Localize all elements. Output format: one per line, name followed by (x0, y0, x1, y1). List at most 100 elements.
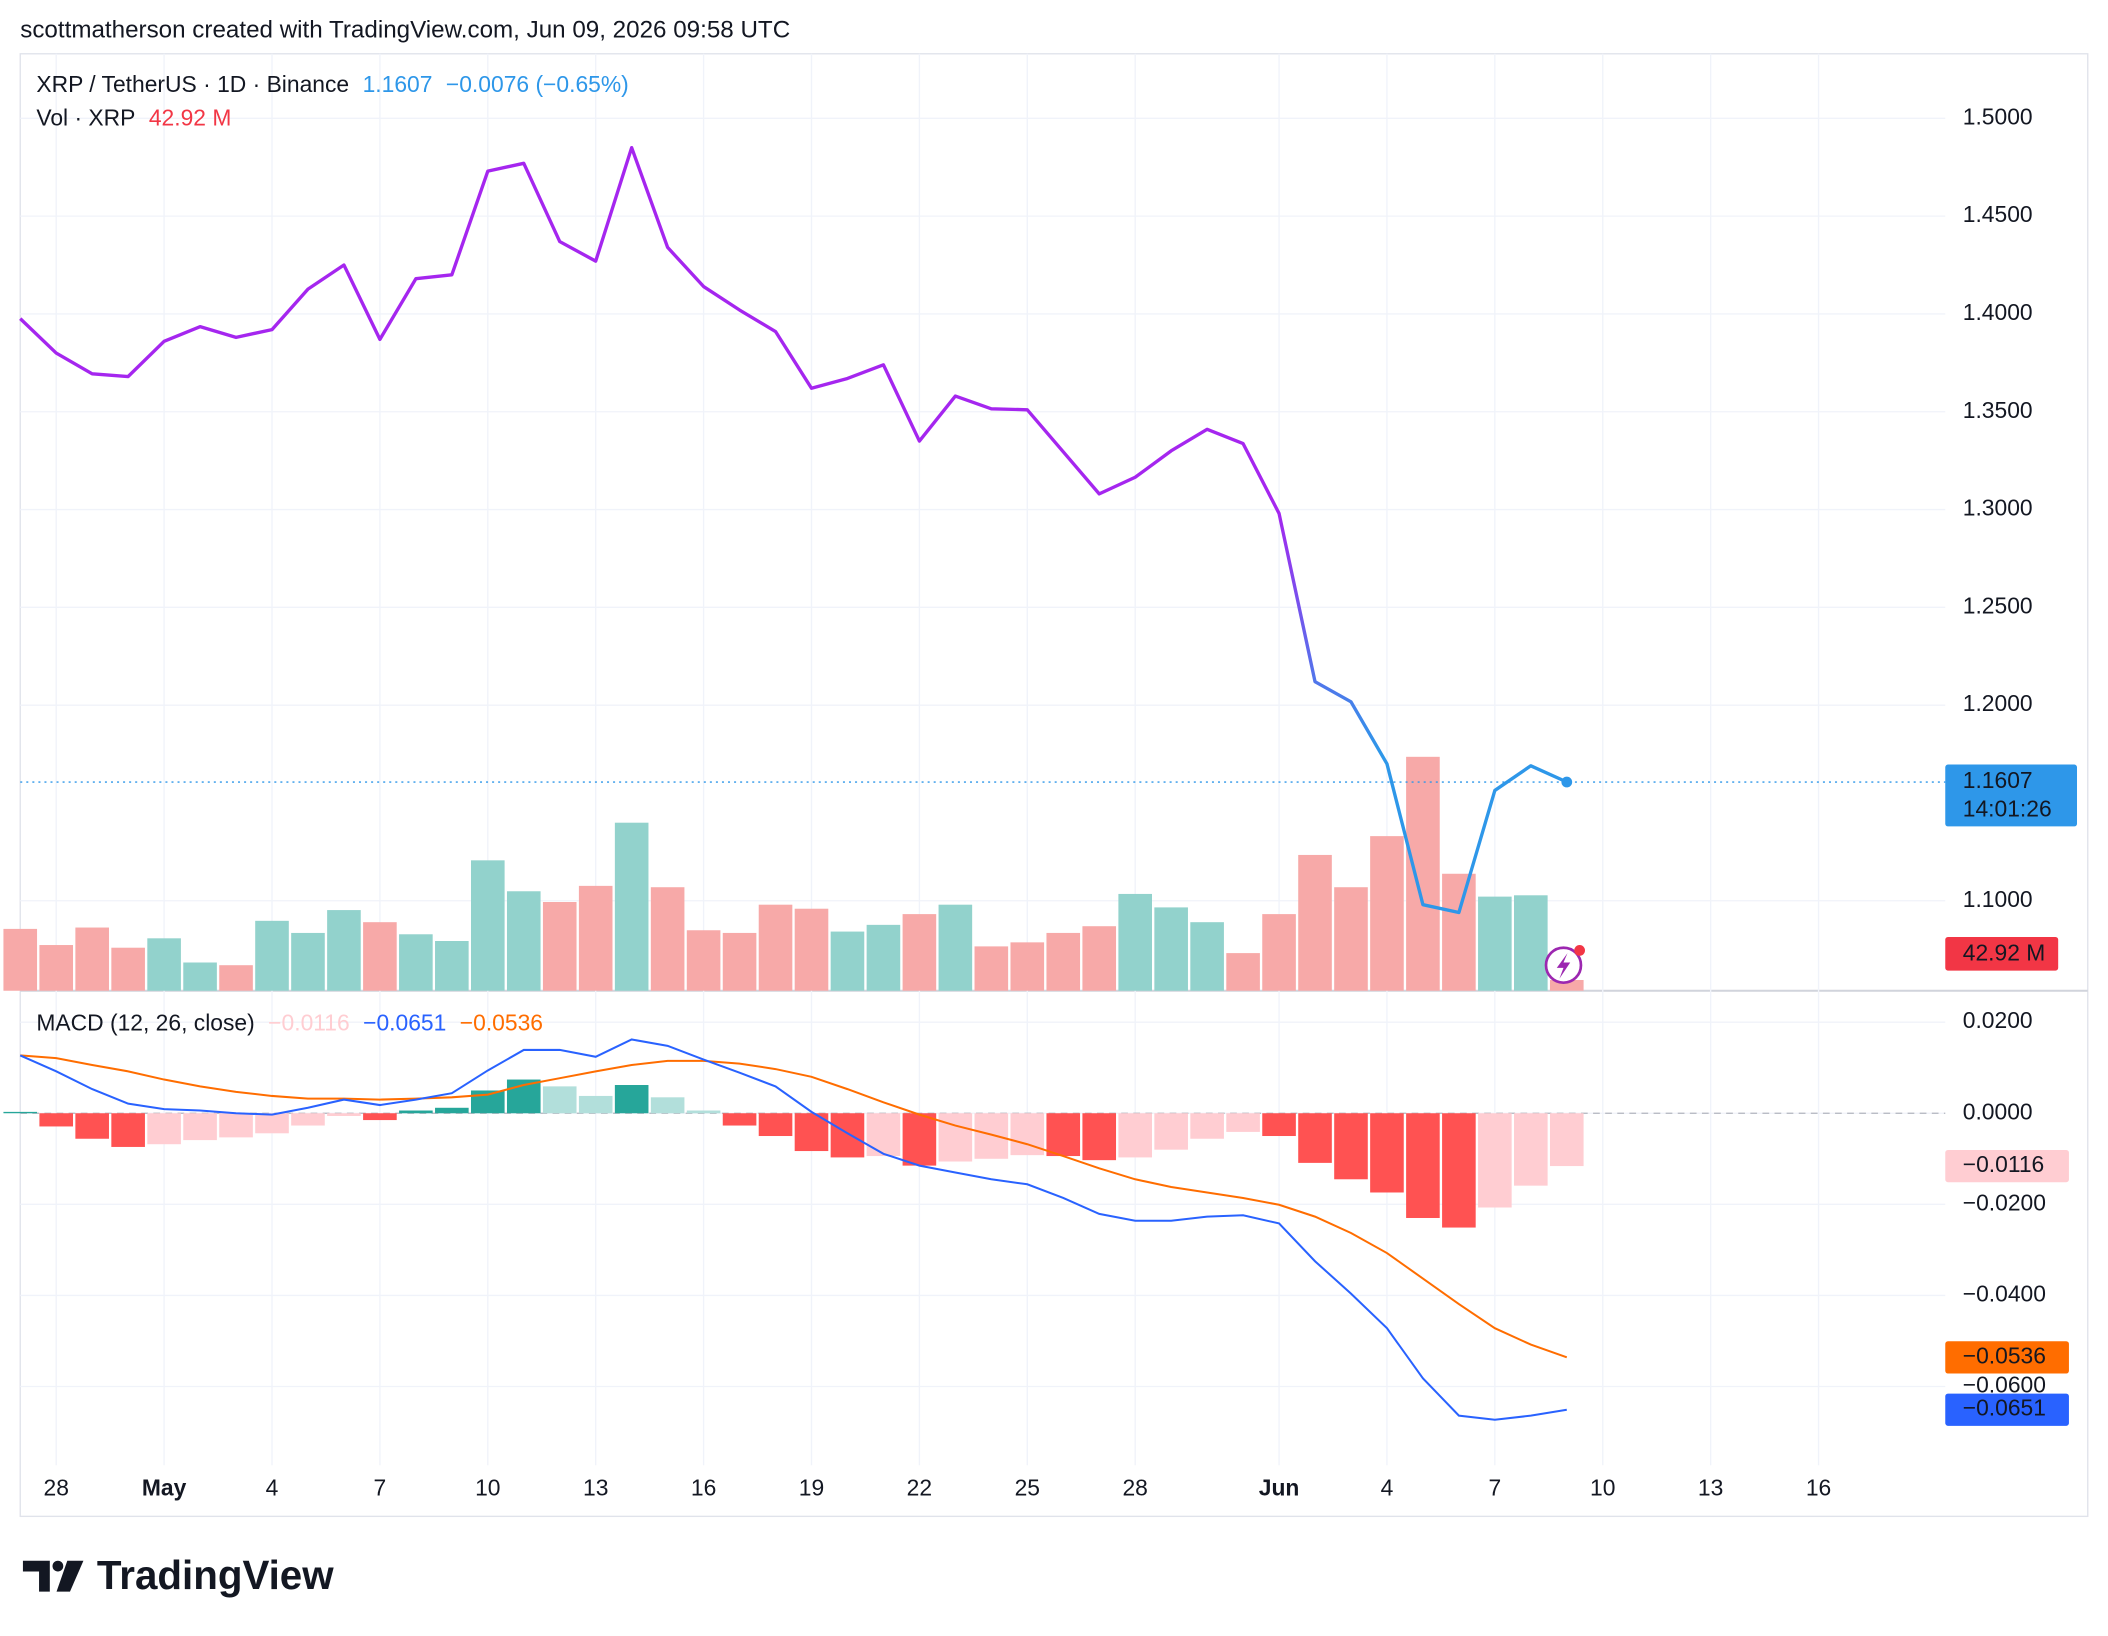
x-tick-label: 16 (1806, 1475, 1831, 1501)
macd-y-tick-label: −0.0400 (1963, 1280, 2046, 1306)
histogram-bar (938, 1113, 973, 1162)
histogram-bar (363, 1113, 397, 1121)
x-tick-label: 22 (907, 1475, 932, 1501)
histogram-bar (1406, 1113, 1440, 1218)
x-tick-label: Jun (1259, 1475, 1300, 1501)
logo-mark (22, 1560, 50, 1592)
logo: TradingView (22, 1552, 334, 1598)
volume-bar (1406, 756, 1440, 991)
histogram-bar (1046, 1113, 1081, 1157)
histogram-bar (3, 1111, 38, 1114)
volume-bar (1442, 873, 1476, 991)
volume-bar (399, 934, 433, 991)
volume-bar (327, 910, 361, 991)
volume-bar (758, 904, 793, 991)
price-box-label: 1.1607 (1963, 767, 2033, 793)
histogram-bar (578, 1095, 613, 1114)
histogram-bar (902, 1113, 937, 1166)
volume-bar (363, 922, 397, 991)
volume-bar (650, 887, 685, 991)
macd-y-tick-label: 0.0200 (1963, 1007, 2033, 1033)
volume-bar (1010, 942, 1045, 991)
legend-macd: −0.0651 (363, 1009, 446, 1035)
price-y-tick-label: 1.5000 (1963, 103, 2033, 129)
volume-bar (866, 924, 901, 991)
histogram-bar (291, 1113, 325, 1126)
macd-histogram (3, 1079, 1584, 1228)
price-y-tick-label: 1.2000 (1963, 690, 2033, 716)
macd-y-tick-label: −0.0600 (1963, 1372, 2046, 1398)
legend-volume: 42.92 M (149, 105, 232, 131)
price-y-tick-label: 1.3000 (1963, 495, 2033, 521)
alert-icon (1544, 945, 1585, 985)
signal-box (1945, 1341, 2069, 1374)
volume-bar (830, 931, 865, 991)
legend-price: 1.1607 (363, 71, 433, 97)
x-tick-label: 4 (1381, 1475, 1394, 1501)
histogram-bar (830, 1113, 865, 1158)
histogram-bar (1154, 1113, 1188, 1150)
volume-bar (1514, 895, 1548, 991)
volume-bar (506, 891, 541, 991)
volume-bar (1190, 922, 1224, 991)
histogram-bar (1190, 1113, 1224, 1139)
x-tick-label: 10 (1590, 1475, 1615, 1501)
macd-box (1945, 1393, 2069, 1426)
macd-y-tick-label: −0.0200 (1963, 1189, 2046, 1215)
histogram-bar (1118, 1113, 1152, 1158)
histogram-bar (1370, 1113, 1404, 1193)
volume-bar (470, 860, 505, 991)
volume-box-label: 42.92 M (1963, 939, 2046, 965)
histogram-bar (255, 1113, 289, 1134)
x-tick-label: 13 (583, 1475, 608, 1501)
countdown: 14:01:26 (1963, 795, 2052, 821)
logo-mark (56, 1560, 84, 1592)
histogram-bar (1262, 1113, 1296, 1137)
histogram-bar (39, 1113, 74, 1127)
x-tick-label: 28 (43, 1475, 68, 1501)
histogram-bar (758, 1113, 793, 1137)
attribution: scottmatherson created with TradingView.… (20, 16, 790, 43)
lines (19, 145, 1946, 1421)
signal-line (20, 1054, 1568, 1359)
volume-bar (1478, 896, 1512, 991)
volume-bar (722, 932, 757, 991)
macd-line (19, 1038, 1567, 1421)
histogram-bar (1298, 1113, 1332, 1163)
legend-change: −0.0076 (−0.65%) (446, 71, 629, 97)
histogram-bar (1478, 1113, 1512, 1208)
chart-frame (19, 53, 2089, 1518)
x-tick-label: 7 (1488, 1475, 1501, 1501)
volume-bar (1154, 907, 1188, 991)
last-price-dot (1561, 776, 1573, 788)
volume-bar (435, 940, 469, 991)
volume-legend: Vol · XRP 42.92 M (36, 105, 231, 131)
volume-bar (3, 928, 38, 991)
volume-bar (1370, 836, 1404, 991)
logo-mark (52, 1560, 64, 1572)
histogram-bar (183, 1113, 217, 1141)
price-y-tick-label: 1.1000 (1963, 886, 2033, 912)
volume-bar (1226, 953, 1260, 991)
volume-bar (1046, 932, 1081, 991)
volume-bars (3, 756, 1584, 991)
histogram-bar (866, 1113, 901, 1157)
x-tick-label: 16 (691, 1475, 716, 1501)
volume-bar (291, 932, 325, 991)
price-y-tick-label: 1.3500 (1963, 397, 2033, 423)
histogram-bar (147, 1113, 181, 1145)
x-tick-label: May (142, 1475, 187, 1501)
volume-bar (614, 822, 649, 991)
legend-title: XRP / TetherUS · 1D · Binance (36, 71, 349, 97)
logo-text: TradingView (97, 1552, 334, 1598)
volume-bar (1549, 979, 1584, 991)
axes: 28 May 4 7 10 13 16 19 22 25 28 Jun 4 7 10 13 16 1.5000 1.… (43, 103, 2078, 1501)
histogram-bar (974, 1113, 1009, 1159)
histogram-bar (1334, 1113, 1368, 1180)
histogram-bar (435, 1107, 469, 1114)
histogram-bar (1442, 1113, 1476, 1228)
volume-bar (686, 930, 721, 991)
price-y-tick-label: 1.2500 (1963, 592, 2033, 618)
